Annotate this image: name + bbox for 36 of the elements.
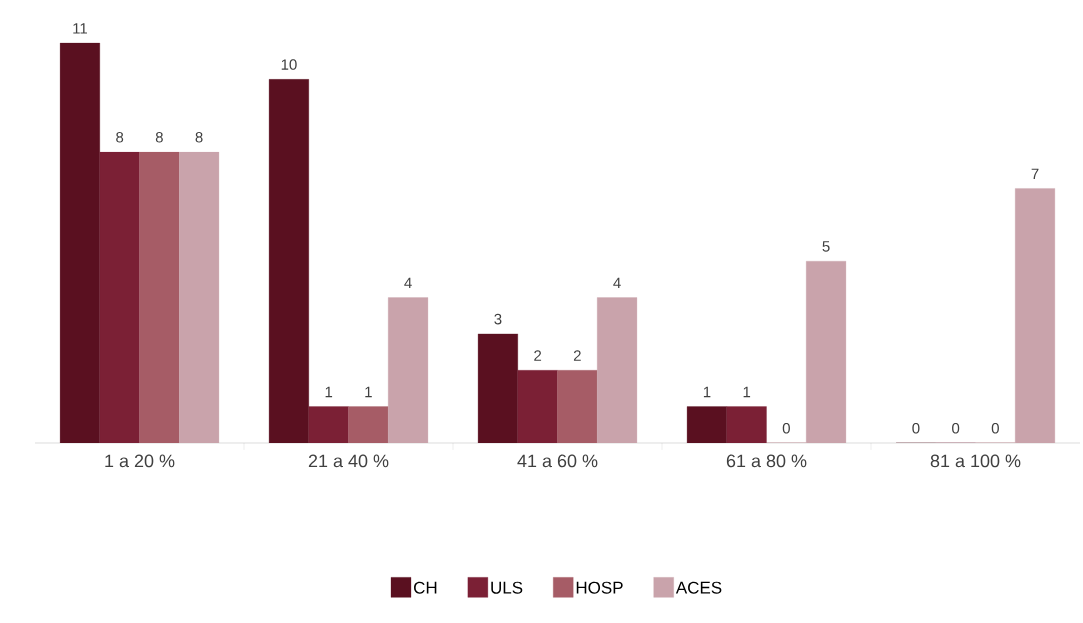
bar: [686, 406, 727, 443]
data-label: 8: [116, 131, 124, 143]
bar: [59, 42, 100, 443]
bar: [557, 370, 598, 443]
data-label: 10: [281, 59, 297, 70]
data-label: 2: [534, 350, 542, 361]
legend-label: ULS: [491, 581, 523, 594]
x-tick-label: 61 a 80 %: [726, 454, 807, 468]
x-tick-label: 81 a 100 %: [930, 454, 1021, 468]
data-label: 11: [73, 23, 87, 34]
data-label: 1: [703, 386, 711, 398]
bar: [139, 151, 180, 443]
legend-label: ACES: [675, 581, 722, 594]
bar: [268, 79, 309, 443]
x-tick-label: 1 a 20 %: [105, 454, 175, 468]
data-label: 1: [743, 386, 751, 398]
legend-label: CH: [414, 581, 437, 594]
data-label: 4: [404, 277, 412, 289]
data-label: 3: [494, 313, 502, 325]
data-label: 2: [573, 350, 581, 361]
data-label: 1: [365, 386, 372, 398]
data-label: 1: [325, 386, 333, 398]
x-tick-label: 41 a 60 %: [517, 454, 598, 468]
legend-label: HOSP: [576, 581, 623, 594]
data-label: 0: [952, 422, 960, 434]
data-label: 4: [613, 277, 621, 289]
data-label: 5: [822, 241, 830, 252]
data-label: 0: [912, 422, 920, 434]
data-label: 0: [782, 422, 790, 434]
bar: [477, 333, 518, 443]
data-label: 0: [991, 422, 999, 434]
x-tick-label: 21 a 40 %: [308, 454, 389, 468]
data-label: 7: [1031, 168, 1039, 179]
bar: [348, 406, 389, 443]
data-label: 8: [195, 131, 203, 143]
data-label: 8: [155, 131, 163, 143]
